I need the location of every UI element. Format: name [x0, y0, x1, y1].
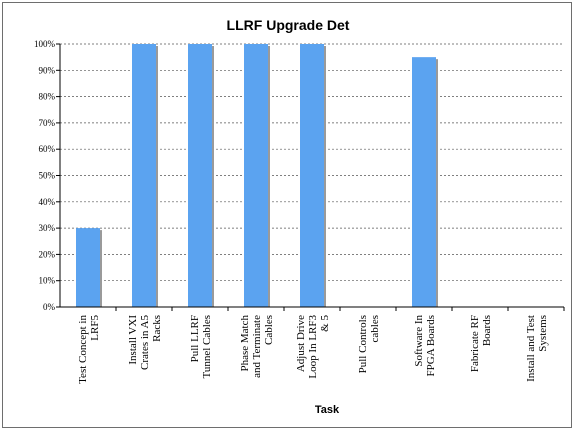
y-tick-label: 100%: [34, 39, 56, 49]
y-tick-label: 0%: [43, 302, 56, 312]
x-tick-label: cables: [369, 315, 381, 342]
x-axis-label: Task: [315, 404, 340, 416]
x-tick-label: Pull Controls: [357, 315, 369, 373]
x-tick-label: Install VXI: [127, 315, 139, 365]
x-tick-label: Adjust Drive: [295, 315, 307, 372]
x-axis-ticks: Test Concept in LRF5 Install VXI Crates in …: [77, 307, 565, 384]
chart-frame: [2, 2, 572, 428]
y-axis-ticks: 0% 10% 20% 30% 40% 50% 60% 70% 80% 90% 100%: [34, 39, 60, 312]
chart-title: LLRF Upgrade Det: [227, 17, 350, 33]
y-tick-label: 80%: [39, 92, 56, 102]
bar: [300, 44, 324, 307]
bar: [412, 57, 436, 308]
x-tick-label: Tunnel Cables: [201, 315, 213, 378]
x-tick-label: Test Concept in: [77, 315, 89, 384]
y-tick-label: 70%: [39, 118, 56, 128]
x-tick-label: Phase Match: [239, 315, 251, 372]
bar: [244, 44, 268, 307]
x-tick-label: Cables: [263, 315, 275, 345]
x-tick-label: Systems: [537, 315, 549, 352]
y-tick-label: 10%: [39, 276, 56, 286]
bar: [188, 44, 212, 307]
y-tick-label: 20%: [39, 249, 56, 259]
y-tick-label: 90%: [39, 65, 56, 75]
bar: [76, 228, 100, 307]
bar: [132, 44, 156, 307]
x-tick-label: Install and Test: [525, 315, 537, 382]
bars: [76, 44, 438, 308]
x-tick-label: Racks: [151, 315, 163, 342]
x-tick-label: Loop In LRF3: [307, 315, 319, 379]
x-tick-label: Crates in A5: [139, 315, 151, 370]
x-tick-label: FPGA Boards: [425, 315, 437, 376]
x-tick-label: and Terminate: [251, 315, 263, 378]
x-tick-label: Software In: [413, 315, 425, 367]
x-tick-label: Pull LLRF: [189, 315, 201, 362]
y-tick-label: 60%: [39, 144, 56, 154]
y-tick-label: 40%: [39, 197, 56, 207]
x-tick-label: Boards: [481, 315, 493, 346]
y-tick-label: 50%: [39, 171, 56, 181]
x-tick-label: LRF5: [89, 315, 101, 341]
x-tick-label: Fabricate RF: [469, 315, 481, 372]
axes: [59, 44, 564, 308]
y-tick-label: 30%: [39, 223, 56, 233]
x-tick-label: & 5: [319, 315, 331, 332]
